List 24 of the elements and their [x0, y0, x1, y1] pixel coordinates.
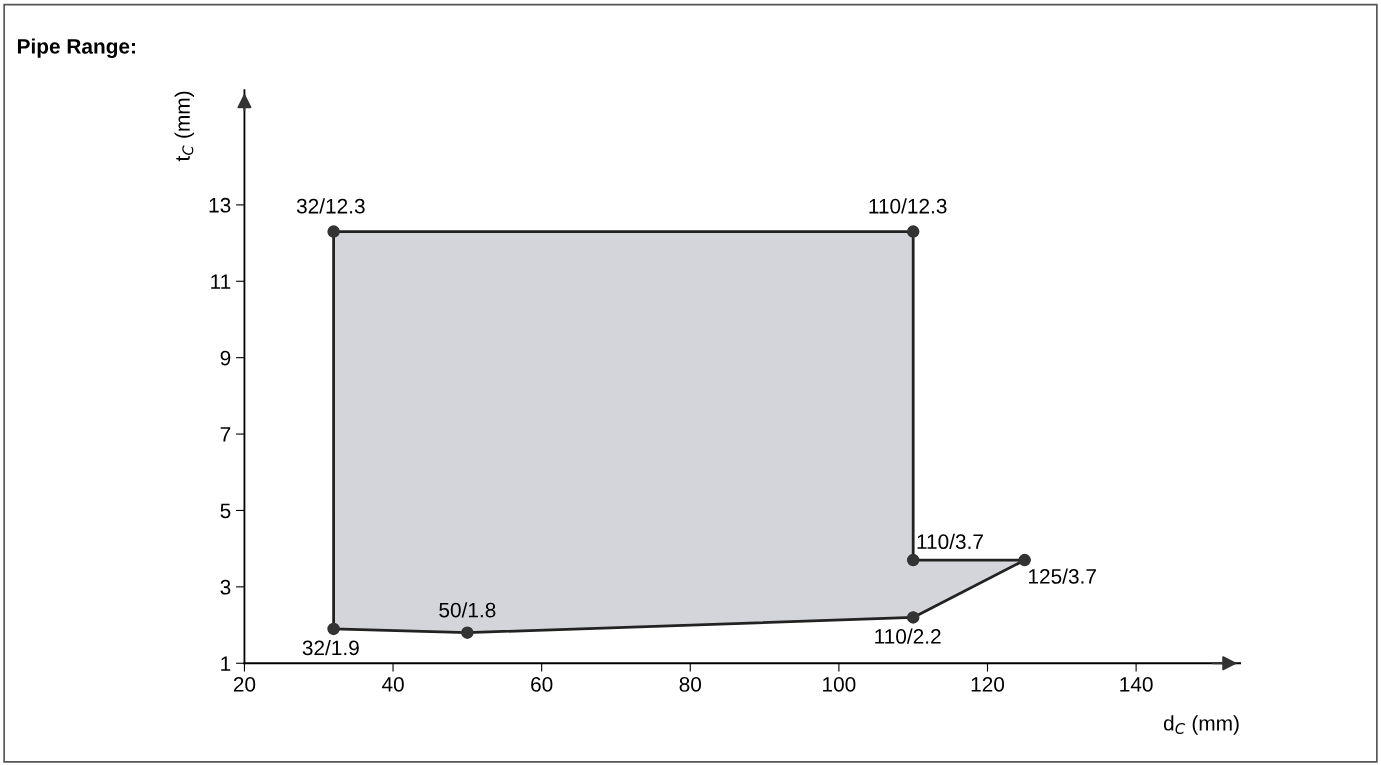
data-label: 32/1.9 [302, 639, 359, 656]
x-tick-label: 120 [971, 677, 1005, 692]
data-label: 50/1.8 [439, 602, 496, 618]
x-tick-label: 140 [1120, 677, 1153, 692]
data-label: 110/12.3 [869, 198, 947, 214]
x-axis-title: d$_{C}$ (mm) [1163, 715, 1239, 735]
data-label: 32/12.3 [296, 198, 365, 214]
data-label: 110/2.2 [875, 628, 941, 644]
y-tick-label: 1 [221, 656, 231, 671]
x-tick-label: 20 [233, 677, 256, 692]
data-label: 125/3.7 [1029, 568, 1096, 584]
y-tick-label: 3 [220, 579, 231, 595]
x-tick-label: 60 [531, 677, 553, 692]
y-tick-label: 9 [220, 350, 231, 366]
x-tick-label: 100 [823, 677, 856, 692]
data-label: 110/3.7 [917, 533, 983, 550]
y-axis-title: t$_{C}$ (mm) [174, 91, 195, 162]
x-tick-label: 40 [381, 677, 404, 692]
x-tick-label: 80 [679, 677, 702, 692]
y-tick-label: 7 [220, 427, 231, 442]
y-tick-label: 5 [220, 503, 231, 519]
y-tick-label: 11 [211, 274, 231, 289]
text: Pipe Range: [17, 38, 135, 58]
y-tick-label: 13 [209, 197, 231, 213]
